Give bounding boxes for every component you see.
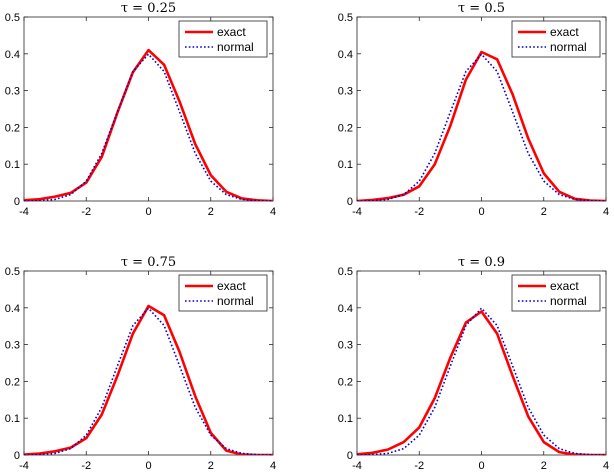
- y-tick-label: 0.5: [5, 266, 20, 278]
- y-tick-label: 0.4: [338, 303, 353, 315]
- x-tick-label: -4: [19, 206, 29, 218]
- y-tick-label: 0.4: [338, 49, 353, 61]
- y-tick-label: 0.2: [5, 122, 20, 134]
- series-line-normal: [24, 307, 273, 455]
- chart-title: τ = 0.5: [458, 1, 505, 16]
- chart-panel-1: 00.10.20.30.40.5-4 -2 0 2 4τ = 0.25exactnorm…: [5, 1, 276, 218]
- y-tick-label: 0: [347, 450, 353, 462]
- legend-box: [178, 274, 268, 312]
- y-tick-label: 0.5: [338, 12, 353, 24]
- y-tick-label: 0.1: [338, 413, 353, 425]
- legend-label-exact: exact: [550, 25, 579, 39]
- y-tick-label: 0.5: [338, 266, 353, 278]
- chart-panel-4: 0 0.1 0.2 0.3 0.4 0.5 -4 -2 0 2 4 τ = 0.9 exactnorma…: [338, 255, 609, 472]
- x-tick-label: -2: [81, 206, 91, 218]
- x-tick-label: -2: [414, 460, 424, 472]
- x-tick-label: 0: [145, 206, 151, 218]
- chart-panel-3: 00.10.20.30.40.5-4 -2 0 2 4τ = 0.75exactnorm…: [5, 255, 276, 472]
- y-tick-label: 0: [14, 450, 20, 462]
- x-tick-label: -4: [352, 206, 362, 218]
- series-line-exact: [357, 310, 606, 455]
- series-line-normal: [357, 307, 606, 455]
- series-line-exact: [24, 304, 273, 455]
- x-tick-label: 4: [603, 460, 609, 472]
- y-tick-label: 0.3: [5, 340, 20, 352]
- x-tick-label: -2: [414, 206, 424, 218]
- y-tick-label: 0.3: [338, 340, 353, 352]
- x-tick-label: 0: [478, 460, 484, 472]
- y-tick-label: 0.1: [5, 413, 20, 425]
- y-tick-label: 0.4: [5, 49, 20, 61]
- legend-label-exact: exact: [217, 25, 246, 39]
- chart-panel-2: 0 0.1 0.2 0.3 0.4 0.5 -4 -2 0 2 4 τ = 0.5 exactnorma…: [338, 1, 609, 218]
- y-tick-label: 0: [347, 196, 353, 208]
- legend-label-normal: normal: [217, 294, 254, 308]
- legend-label-normal: normal: [550, 40, 587, 54]
- chart-title: τ = 0.25: [121, 1, 176, 16]
- x-tick-label: 4: [270, 460, 276, 472]
- legend-box: [511, 274, 601, 312]
- legend-box: [178, 20, 268, 58]
- y-tick-label: 0.3: [338, 86, 353, 98]
- x-tick-label: 4: [270, 206, 276, 218]
- series-line-normal: [357, 53, 606, 201]
- x-tick-label: 2: [208, 460, 214, 472]
- y-tick-label: 0.1: [338, 159, 353, 171]
- chart-title: τ = 0.9: [458, 255, 505, 270]
- y-tick-label: 0.4: [5, 303, 20, 315]
- x-tick-label: -4: [352, 460, 362, 472]
- y-tick-label: 0.2: [5, 376, 20, 388]
- x-tick-label: 4: [603, 206, 609, 218]
- chart-title: τ = 0.75: [121, 255, 176, 270]
- y-tick-label: 0.1: [5, 159, 20, 171]
- series-line-normal: [24, 53, 273, 201]
- legend-label-exact: exact: [217, 279, 246, 293]
- x-tick-label: -4: [19, 460, 29, 472]
- legend-box: [511, 20, 601, 58]
- x-tick-label: 0: [478, 206, 484, 218]
- y-tick-label: 0: [14, 196, 20, 208]
- x-tick-label: 2: [541, 460, 547, 472]
- y-tick-label: 0.3: [5, 86, 20, 98]
- x-tick-label: 2: [208, 206, 214, 218]
- x-tick-label: -2: [81, 460, 91, 472]
- series-line-exact: [24, 48, 273, 201]
- x-tick-label: 2: [541, 206, 547, 218]
- legend-label-normal: normal: [217, 40, 254, 54]
- y-tick-label: 0.2: [338, 122, 353, 134]
- y-tick-label: 0.2: [338, 376, 353, 388]
- y-tick-label: 0.5: [5, 12, 20, 24]
- legend-label-exact: exact: [550, 279, 579, 293]
- x-tick-label: 0: [145, 460, 151, 472]
- legend-label-normal: normal: [550, 294, 587, 308]
